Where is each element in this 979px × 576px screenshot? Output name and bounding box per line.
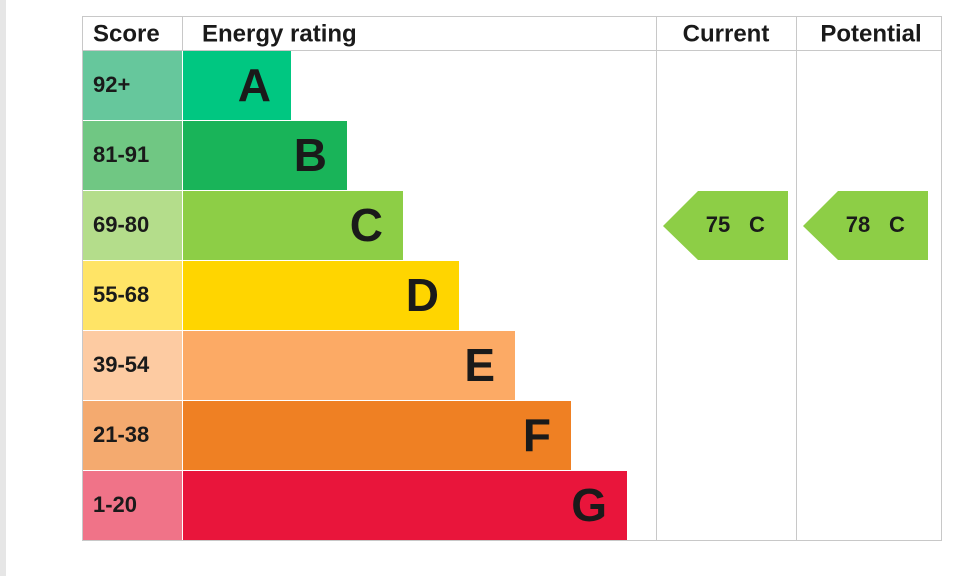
potential-letter: C xyxy=(889,212,905,237)
rating-bar xyxy=(183,471,627,540)
rating-bar xyxy=(183,191,403,260)
score-cell xyxy=(83,191,182,260)
rating-letter: E xyxy=(464,339,495,391)
score-label: 39-54 xyxy=(93,352,150,377)
rating-letter: A xyxy=(238,59,271,111)
score-cell xyxy=(83,261,182,330)
header-potential: Potential xyxy=(820,20,921,47)
score-label: 92+ xyxy=(93,72,130,97)
score-label: 81-91 xyxy=(93,142,149,167)
score-cell xyxy=(83,121,182,190)
rating-bar xyxy=(183,331,515,400)
rating-letter: C xyxy=(350,199,383,251)
score-cell xyxy=(83,471,182,540)
rating-bar xyxy=(183,121,347,190)
rating-bar xyxy=(183,51,291,120)
rating-bar xyxy=(183,401,571,470)
potential-score: 78 xyxy=(846,212,870,237)
score-cell xyxy=(83,331,182,400)
current-score: 75 xyxy=(706,212,730,237)
rating-letter: B xyxy=(294,129,327,181)
score-cell xyxy=(83,401,182,470)
header-rating: Energy rating xyxy=(202,20,357,47)
score-label: 1-20 xyxy=(93,492,137,517)
rating-letter: G xyxy=(571,479,607,531)
rating-bar xyxy=(183,261,459,330)
rating-letter: F xyxy=(523,409,551,461)
score-label: 69-80 xyxy=(93,212,149,237)
current-letter: C xyxy=(749,212,765,237)
frame xyxy=(82,16,942,541)
potential-arrow xyxy=(803,191,928,260)
edge-strip xyxy=(0,0,6,576)
rating-letter: D xyxy=(406,269,439,321)
score-label: 55-68 xyxy=(93,282,149,307)
score-cell xyxy=(83,51,182,120)
current-arrow xyxy=(663,191,788,260)
header-score: Score xyxy=(93,20,160,47)
score-label: 21-38 xyxy=(93,422,149,447)
header-current: Current xyxy=(683,20,770,47)
